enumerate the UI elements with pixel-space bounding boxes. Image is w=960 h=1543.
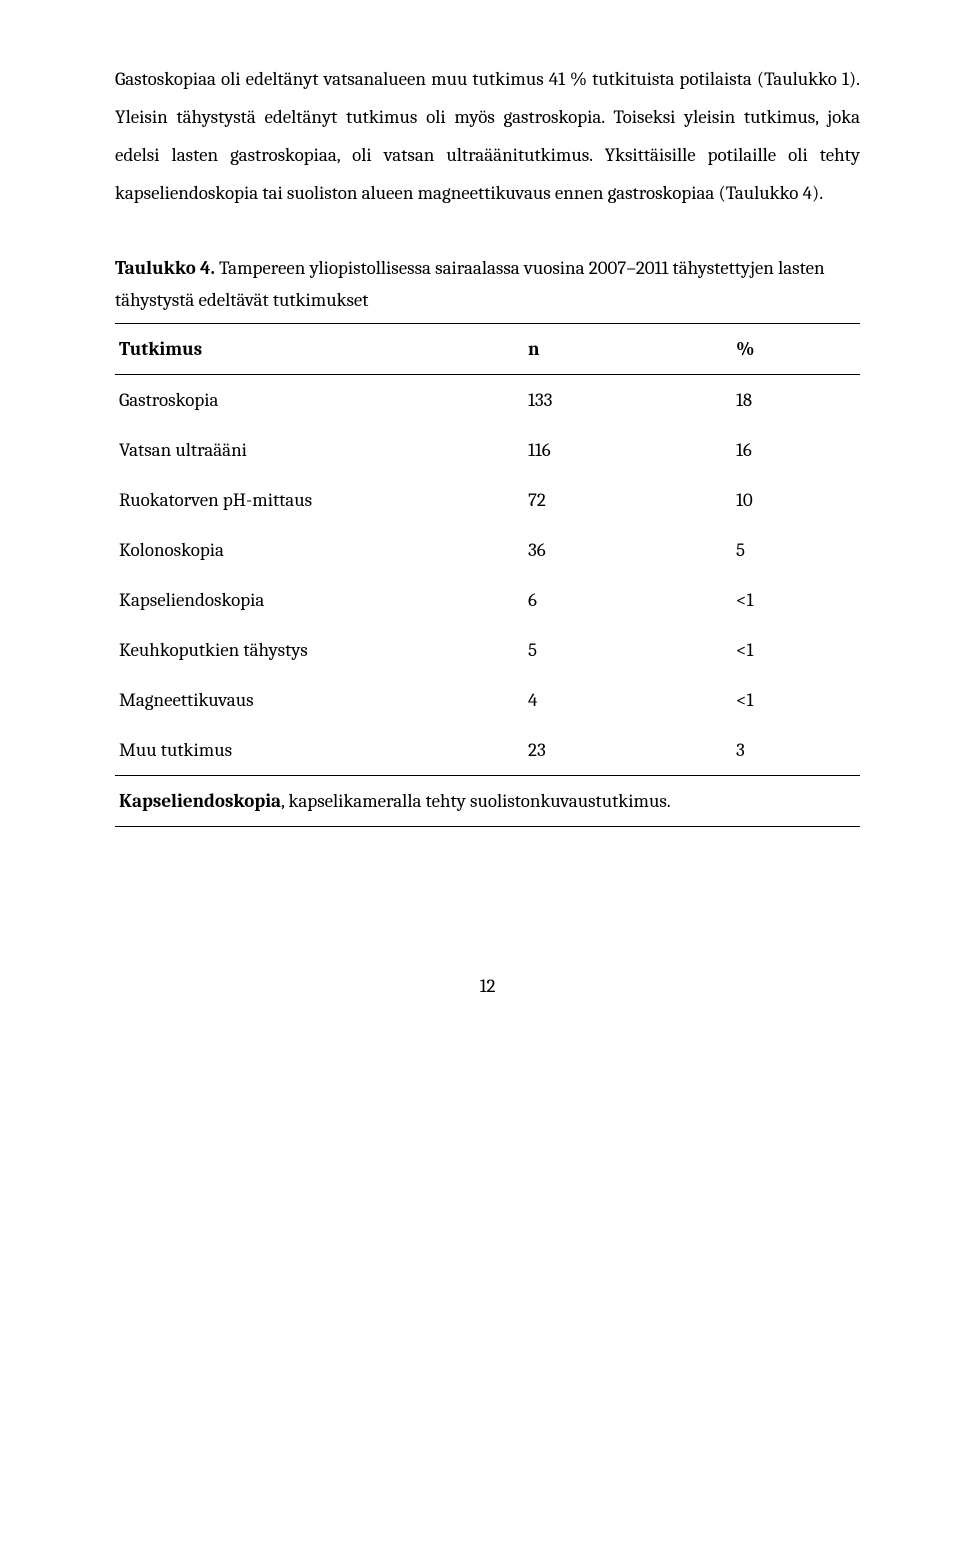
table-row: Magneettikuvaus 4 <1 <box>115 675 860 725</box>
table-caption: Taulukko 4. Tampereen yliopistollisessa … <box>115 252 860 317</box>
col-n: n <box>524 323 732 374</box>
col-tutkimus: Tutkimus <box>115 323 524 374</box>
cell-label: Gastroskopia <box>115 374 524 425</box>
cell-pct: <1 <box>732 575 860 625</box>
table-row: Kolonoskopia 36 5 <box>115 525 860 575</box>
body-paragraph: Gastoskopiaa oli edeltänyt vatsanalueen … <box>115 60 860 212</box>
footnote-rest: , kapselikameralla tehty suolistonkuvaus… <box>281 790 671 812</box>
cell-n: 116 <box>524 425 732 475</box>
cell-n: 6 <box>524 575 732 625</box>
table-caption-lead: Taulukko 4. <box>115 257 215 279</box>
table-row: Muu tutkimus 23 3 <box>115 725 860 776</box>
table-row: Keuhkoputkien tähystys 5 <1 <box>115 625 860 675</box>
cell-pct: 16 <box>732 425 860 475</box>
table-row: Vatsan ultraääni 116 16 <box>115 425 860 475</box>
cell-n: 133 <box>524 374 732 425</box>
table-caption-rest: Tampereen yliopistollisessa sairaalassa … <box>115 257 825 311</box>
cell-label: Keuhkoputkien tähystys <box>115 625 524 675</box>
cell-label: Magneettikuvaus <box>115 675 524 725</box>
cell-pct: 10 <box>732 475 860 525</box>
cell-pct: <1 <box>732 675 860 725</box>
results-table: Tutkimus n % Gastroskopia 133 18 Vatsan … <box>115 323 860 827</box>
cell-n: 4 <box>524 675 732 725</box>
table-footnote: Kapseliendoskopia, kapselikameralla teht… <box>115 775 860 826</box>
cell-pct: 18 <box>732 374 860 425</box>
table-row: Ruokatorven pH-mittaus 72 10 <box>115 475 860 525</box>
cell-label: Vatsan ultraääni <box>115 425 524 475</box>
cell-pct: <1 <box>732 625 860 675</box>
cell-n: 36 <box>524 525 732 575</box>
cell-n: 72 <box>524 475 732 525</box>
cell-pct: 3 <box>732 725 860 776</box>
cell-label: Kapseliendoskopia <box>115 575 524 625</box>
cell-label: Kolonoskopia <box>115 525 524 575</box>
cell-pct: 5 <box>732 525 860 575</box>
cell-label: Muu tutkimus <box>115 725 524 776</box>
cell-n: 5 <box>524 625 732 675</box>
col-pct: % <box>732 323 860 374</box>
footnote-lead: Kapseliendoskopia <box>119 790 281 812</box>
page-number: 12 <box>115 967 860 1005</box>
cell-label: Ruokatorven pH-mittaus <box>115 475 524 525</box>
table-row: Kapseliendoskopia 6 <1 <box>115 575 860 625</box>
table-row: Gastroskopia 133 18 <box>115 374 860 425</box>
cell-n: 23 <box>524 725 732 776</box>
